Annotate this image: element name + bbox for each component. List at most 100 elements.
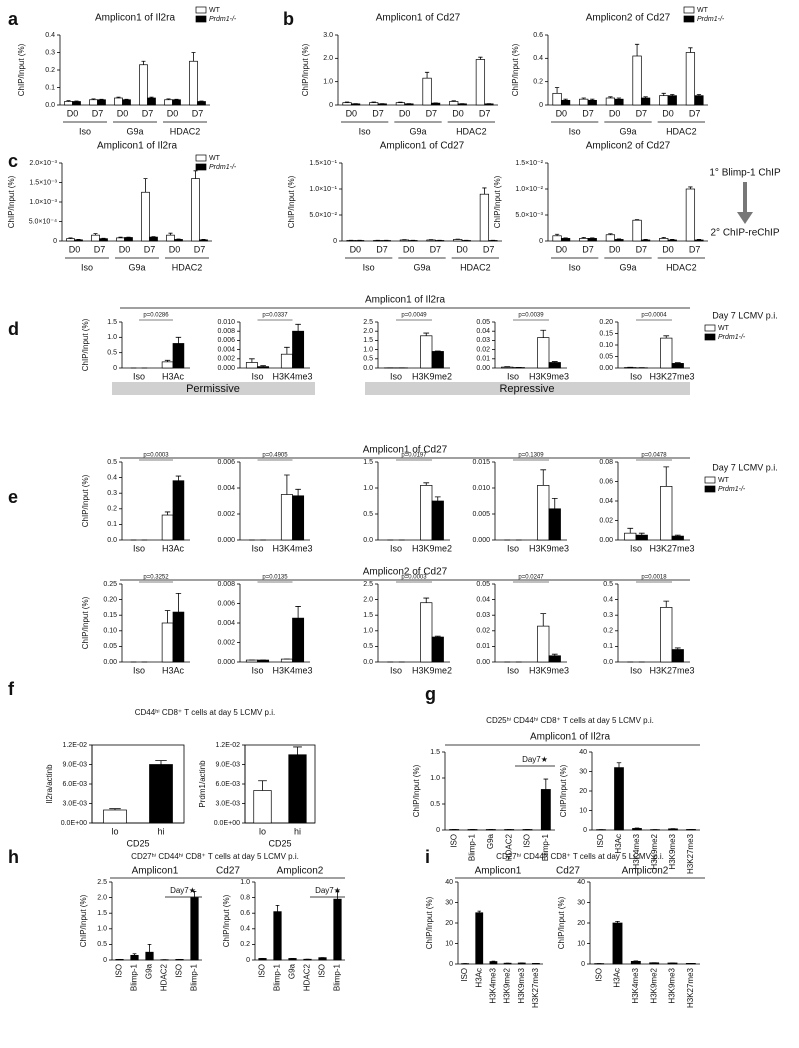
annotation: Amplicon1 of Il2ra [365, 295, 445, 306]
bar [587, 238, 597, 242]
bar [164, 99, 173, 106]
y-tick-label: 0.2 [240, 941, 250, 948]
annotation: a [8, 9, 19, 29]
bar [369, 102, 379, 106]
error-bar [258, 780, 267, 791]
group-label: Iso [81, 262, 93, 272]
y-tick-label: 0 [583, 827, 587, 834]
y-axis-label: ChIP/Input (%) [81, 318, 90, 371]
y-tick-label: 0.0 [45, 102, 55, 109]
x-tick-label: ISO [115, 964, 124, 978]
annotation: i [425, 847, 430, 867]
bar [660, 486, 673, 541]
bar [579, 238, 589, 242]
bar [671, 363, 684, 369]
error-bar [540, 329, 547, 338]
bar [190, 897, 199, 961]
bar [475, 59, 486, 106]
x-tick-label: G9a [288, 963, 297, 979]
bar [72, 101, 81, 106]
error-bar [423, 332, 430, 336]
x-tick-label: Iso [133, 665, 145, 675]
error-bar [670, 94, 675, 96]
permissive-band [112, 382, 315, 395]
bar [685, 188, 696, 242]
y-tick-label: 1.0 [363, 485, 373, 492]
p-value: p=0.0247 [518, 575, 544, 581]
annotation: Day 7 LCMV p.i. [712, 462, 778, 472]
x-tick-label: D0 [556, 244, 568, 254]
group-label: Iso [359, 126, 371, 136]
y-tick-label: 0.02 [599, 517, 613, 524]
y-axis-label: ChIP/Input (%) [412, 764, 421, 817]
y-tick-label: 0.01 [476, 356, 490, 363]
x-tick-label: H3K9me3 [668, 967, 677, 1003]
x-tick-label: Iso [390, 665, 402, 675]
y-tick-label: 1.5×10⁻² [515, 160, 543, 167]
y-axis-label: ChIP/Input (%) [301, 43, 310, 96]
y-tick-label: 0.00 [599, 537, 613, 544]
error-bar [627, 527, 634, 534]
annotation: CD25ʰⁱ CD44ʰⁱ CD8⁺ T cells at day 5 LCMV… [486, 716, 654, 725]
y-tick-label: 1.2E-02 [215, 742, 240, 749]
x-tick-label: D0 [169, 244, 181, 254]
x-tick-label: H3K4me3 [631, 967, 640, 1003]
bar [64, 101, 73, 106]
x-tick-label: Blimp-1 [333, 963, 342, 991]
legend-swatch [704, 476, 716, 484]
error-bar [674, 362, 681, 364]
error-bar [554, 233, 560, 236]
bar [161, 622, 174, 663]
error-bar [191, 52, 196, 62]
bar [74, 239, 83, 242]
y-tick-label: 0.2 [603, 628, 613, 635]
x-tick-label: H3K9me2 [650, 833, 659, 869]
error-bar [168, 232, 173, 236]
x-tick-label: H3K9me3 [517, 967, 526, 1003]
y-axis-label: Il2ra/actinb [45, 764, 54, 804]
error-bar [663, 600, 670, 608]
bar [632, 55, 642, 106]
y-tick-label: 20 [445, 920, 453, 927]
error-bar [249, 358, 255, 363]
x-tick-label: Iso [630, 543, 642, 553]
y-tick-label: 3.0 [323, 32, 333, 39]
annotation: Cd27 [556, 866, 580, 877]
error-bar [93, 233, 98, 236]
error-bar [477, 910, 482, 913]
y-tick-label: 0.4 [603, 596, 613, 603]
error-bar [563, 237, 568, 239]
x-tick-label: D7 [636, 244, 648, 254]
bar [430, 102, 441, 106]
error-bar [199, 100, 204, 102]
bar [552, 235, 562, 242]
y-axis-label: ChIP/Input (%) [557, 896, 566, 949]
error-bar [634, 219, 640, 221]
bar [116, 237, 125, 242]
y-axis-label: ChIP/Input (%) [511, 43, 520, 96]
arrow-head [737, 212, 753, 224]
chart-title: Amplicon1 of Cd27 [380, 141, 465, 152]
bar [89, 99, 98, 106]
x-tick-label: Blimp-1 [130, 963, 139, 991]
y-axis-label: ChIP/Input (%) [222, 894, 231, 947]
x-tick-label: H3K9me3 [668, 833, 677, 869]
legend-swatch [195, 15, 207, 23]
bar [537, 337, 550, 369]
legend-label: Prdm1-/- [718, 334, 746, 341]
p-value: p=0.0003 [401, 575, 427, 581]
x-tick-label: G9a [145, 963, 154, 979]
x-axis-label: CD25 [126, 838, 149, 848]
y-tick-label: 0.004 [217, 346, 235, 353]
p-value: p=0.0478 [641, 453, 667, 459]
x-tick-label: Iso [390, 371, 402, 381]
p-value: p=0.3252 [143, 575, 169, 581]
annotation: Amplicon1 [132, 866, 179, 877]
y-tick-label: 0.4 [107, 474, 117, 481]
y-tick-label: 10 [577, 940, 585, 947]
error-bar [551, 361, 558, 363]
x-tick-label: ISO [175, 964, 184, 978]
error-bar [149, 96, 154, 98]
bar [632, 828, 642, 831]
error-bar [674, 647, 681, 650]
